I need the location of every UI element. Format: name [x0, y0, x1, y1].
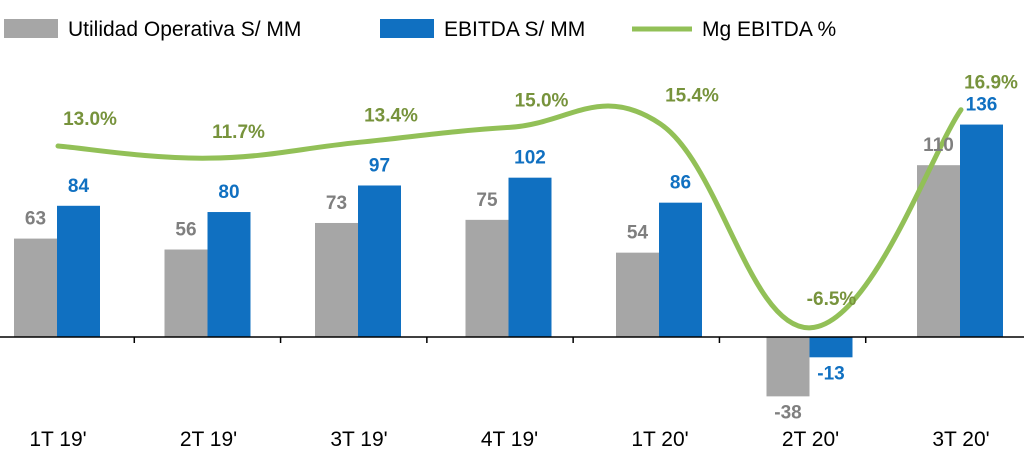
bar-ebitda [57, 205, 100, 337]
margin-line-label: 13.4% [364, 105, 418, 126]
bar-ebitda [659, 202, 702, 337]
margin-line-path [55, 103, 964, 331]
legend-item-utilidad-operativa-s-mm-swatch [4, 19, 58, 38]
bar-utilidad-label: 75 [476, 190, 498, 211]
bar-utilidad [766, 337, 810, 397]
bar-utilidad [917, 165, 960, 337]
bar-ebitda-label: 84 [68, 176, 90, 197]
bar-utilidad [465, 219, 509, 337]
x-tick-label: 3T 20' [932, 428, 989, 451]
bar-ebitda [809, 337, 853, 358]
x-tick-label: 4T 19' [481, 428, 538, 451]
bar-ebitda [358, 185, 401, 337]
bar-utilidad-label: -38 [774, 402, 801, 423]
bar-utilidad-label: 73 [326, 193, 347, 214]
bar-utilidad [14, 238, 57, 337]
bar-ebitda [508, 177, 552, 337]
margin-line-label: -6.5% [807, 289, 857, 310]
margin-line [55, 103, 964, 331]
bar-ebitda-label: 80 [218, 182, 239, 203]
x-tick-label: 2T 19' [180, 428, 237, 451]
legend-item-utilidad-operativa-s-mm: Utilidad Operativa S/ MM [4, 18, 301, 41]
bars [14, 124, 1003, 397]
margin-line-label: 13.0% [63, 109, 117, 130]
x-tick-label: 1T 20' [631, 428, 688, 451]
bar-utilidad-label: 63 [25, 209, 46, 230]
legend-item-mg-ebitda: Mg EBITDA % [632, 18, 836, 41]
legend-item-ebitda-s-mm-label: EBITDA S/ MM [444, 18, 585, 41]
margin-line-label: 16.9% [964, 73, 1018, 94]
margin-line-label: 11.7% [212, 122, 265, 143]
bar-utilidad-label: 110 [923, 135, 954, 156]
bar-utilidad [164, 249, 208, 337]
x-tick-label: 1T 19' [29, 428, 86, 451]
bar-ebitda-label: 97 [369, 155, 390, 176]
bar-ebitda-label: 136 [966, 95, 998, 116]
x-tick-label: 3T 19' [330, 428, 387, 451]
data-labels: 63 84 56 80 73 97 75 102 54 86 -38 -13 110 136 13.0% 11… [25, 73, 1018, 424]
bar-utilidad [315, 222, 358, 337]
bar-ebitda-label: 102 [514, 148, 546, 169]
bar-ebitda [207, 212, 251, 337]
margin-line-label: 15.0% [515, 90, 569, 111]
bar-ebitda-label: 86 [670, 173, 691, 194]
legend-item-utilidad-operativa-s-mm-label: Utilidad Operativa S/ MM [68, 18, 301, 41]
bar-ebitda [960, 124, 1003, 338]
margin-line-label: 15.4% [665, 86, 719, 107]
legend-item-ebitda-s-mm-swatch [380, 19, 434, 38]
bar-utilidad-label: 56 [175, 220, 196, 241]
legend-item-ebitda-s-mm: EBITDA S/ MM [380, 18, 585, 41]
legend-item-mg-ebitda-label: Mg EBITDA % [702, 18, 836, 41]
legend: Utilidad Operativa S/ MM EBITDA S/ MM Mg E… [4, 18, 836, 41]
bar-utilidad-label: 54 [627, 223, 649, 244]
x-tick-label: 2T 20' [782, 428, 839, 451]
bar-utilidad [616, 252, 659, 337]
bar-ebitda-label: -13 [817, 363, 844, 384]
x-axis: 1T 19' 2T 19' 3T 19' 4T 19' 1T 20' 2T 20' 3T 2… [0, 336, 1024, 451]
